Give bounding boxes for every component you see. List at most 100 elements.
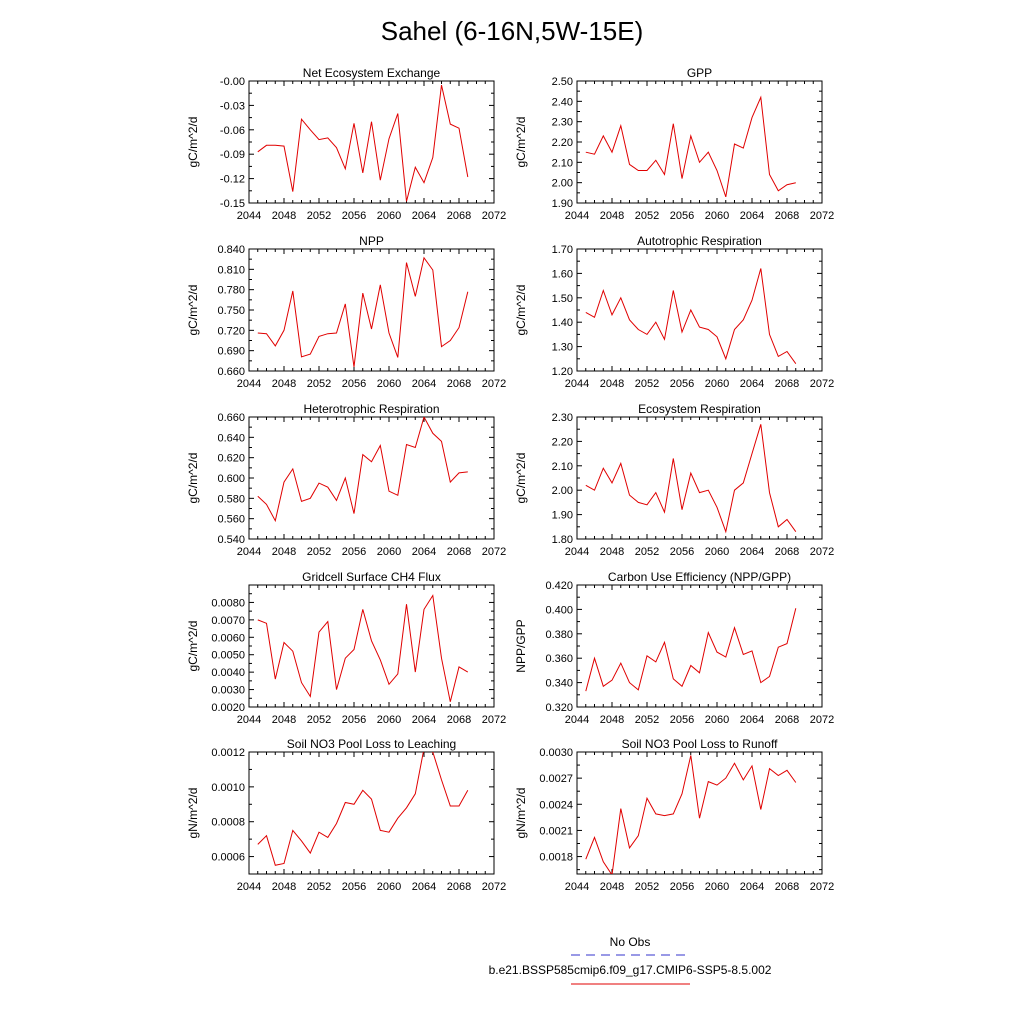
x-tick-label: 2060 (377, 378, 401, 390)
y-tick-label: -0.15 (220, 198, 245, 210)
series-line-0 (585, 608, 797, 692)
x-tick-label: 2060 (377, 881, 401, 893)
x-tick-label: 2064 (740, 210, 764, 222)
y-tick-label: -0.06 (220, 125, 245, 137)
x-tick-label: 2056 (670, 714, 694, 726)
plot-frame (248, 416, 495, 540)
y-tick-label: 0.690 (217, 346, 245, 358)
x-tick-label: 2068 (447, 714, 471, 726)
panel-autotrophic-respiration: Autotrophic Respiration 2044 2048 2052 2056 2… (514, 234, 834, 390)
x-tick-label: 2044 (565, 881, 589, 893)
x-tick-label: 2044 (565, 378, 589, 390)
y-tick-label: 1.70 (552, 244, 573, 256)
y-tick-label: 1.90 (552, 198, 573, 210)
y-tick-label: 2.30 (552, 412, 573, 424)
x-tick-label: 2068 (447, 546, 471, 558)
x-tick-label: 2072 (482, 546, 506, 558)
plot-frame (248, 584, 495, 708)
y-tick-label: 2.20 (552, 137, 573, 149)
x-tick-label: 2068 (447, 881, 471, 893)
x-tick-label: 2060 (705, 546, 729, 558)
y-tick-label: 1.80 (552, 534, 573, 546)
x-tick-label: 2044 (565, 210, 589, 222)
x-tick-label: 2056 (670, 881, 694, 893)
y-tick-label: 2.00 (552, 178, 573, 190)
x-tick-label: 2044 (237, 881, 261, 893)
panel-gpp: GPP 2044 2048 2052 2056 2060 2064 2068 2072 1.90 2… (514, 66, 834, 222)
x-tick-label: 2048 (600, 210, 624, 222)
x-tick-label: 2048 (272, 378, 296, 390)
series-line-0 (257, 752, 469, 866)
x-tick-label: 2052 (307, 881, 331, 893)
x-tick-label: 2068 (775, 881, 799, 893)
y-tick-label: 2.30 (552, 117, 573, 129)
y-tick-label: 0.660 (217, 366, 245, 378)
y-tick-label: 0.0080 (211, 597, 245, 609)
plot-frame (576, 584, 823, 708)
y-tick-label: 0.0060 (211, 632, 245, 644)
panel-npp: NPP 2044 2048 2052 2056 2060 2064 2068 2072 0.660… (186, 234, 506, 390)
y-tick-label: 0.0021 (539, 825, 573, 837)
y-axis-label: gC/m^2/d (186, 117, 200, 168)
x-tick-label: 2060 (705, 881, 729, 893)
x-tick-label: 2056 (342, 210, 366, 222)
x-tick-label: 2064 (740, 714, 764, 726)
x-tick-label: 2052 (635, 210, 659, 222)
y-tick-label: 2.50 (552, 76, 573, 88)
x-tick-label: 2060 (705, 378, 729, 390)
y-axis-label: gC/m^2/d (186, 453, 200, 504)
y-axis-label: gC/m^2/d (186, 621, 200, 672)
y-tick-label: 0.840 (217, 244, 245, 256)
y-tick-label: 0.320 (545, 702, 573, 714)
x-tick-label: 2068 (775, 714, 799, 726)
y-tick-label: 1.60 (552, 268, 573, 280)
x-tick-label: 2064 (412, 546, 436, 558)
series-line-0 (257, 84, 469, 202)
y-axis-label: gC/m^2/d (186, 285, 200, 336)
panel-title: Carbon Use Efficiency (NPP/GPP) (608, 570, 791, 584)
x-tick-label: 2052 (307, 714, 331, 726)
x-tick-label: 2048 (272, 546, 296, 558)
panel-title: GPP (687, 66, 712, 80)
x-tick-label: 2044 (237, 714, 261, 726)
x-tick-label: 2068 (775, 210, 799, 222)
x-tick-label: 2056 (670, 546, 694, 558)
legend-label-model: b.e21.BSSP585cmip6.f09_g17.CMIP6-SSP5-8.… (489, 963, 772, 977)
x-tick-label: 2048 (600, 881, 624, 893)
x-tick-label: 2056 (670, 210, 694, 222)
panel-heterotrophic-respiration: Heterotrophic Respiration 2044 2048 2052 205… (186, 402, 506, 558)
x-tick-label: 2048 (600, 378, 624, 390)
y-axis-label: gN/m^2/d (186, 788, 200, 839)
x-tick-label: 2072 (482, 714, 506, 726)
plot-frame (576, 751, 823, 875)
y-axis-label: gC/m^2/d (514, 285, 528, 336)
y-tick-label: 0.380 (545, 629, 573, 641)
x-tick-label: 2064 (412, 714, 436, 726)
y-tick-label: 1.30 (552, 342, 573, 354)
y-tick-label: 2.00 (552, 485, 573, 497)
x-tick-label: 2064 (740, 546, 764, 558)
y-tick-label: 0.780 (217, 285, 245, 297)
x-tick-label: 2048 (272, 210, 296, 222)
y-axis-label: gC/m^2/d (514, 453, 528, 504)
y-tick-label: -0.09 (220, 149, 245, 161)
x-tick-label: 2056 (342, 714, 366, 726)
y-tick-label: 2.10 (552, 157, 573, 169)
y-tick-label: -0.00 (220, 76, 245, 88)
x-tick-label: 2052 (635, 378, 659, 390)
x-tick-label: 2044 (565, 546, 589, 558)
y-tick-label: 0.0050 (211, 650, 245, 662)
panel-title: Soil NO3 Pool Loss to Leaching (287, 737, 456, 751)
y-tick-label: 1.40 (552, 317, 573, 329)
x-tick-label: 2068 (775, 546, 799, 558)
y-tick-label: 0.420 (545, 580, 573, 592)
panel-title: Soil NO3 Pool Loss to Runoff (622, 737, 779, 751)
panel-title: Autotrophic Respiration (637, 234, 762, 248)
x-tick-label: 2060 (377, 714, 401, 726)
panel-soil-no3-pool-loss-to-leaching: Soil NO3 Pool Loss to Leaching 2044 2048 20… (186, 737, 506, 893)
x-tick-label: 2068 (447, 210, 471, 222)
y-tick-label: 0.540 (217, 534, 245, 546)
y-tick-label: 0.0030 (539, 747, 573, 759)
x-tick-label: 2072 (810, 210, 834, 222)
